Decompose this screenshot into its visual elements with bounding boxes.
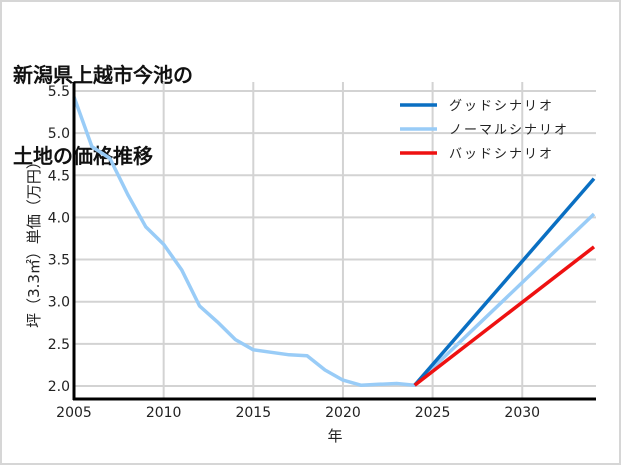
- legend-label: グッドシナリオ: [449, 99, 554, 114]
- legend-item: ノーマルシナリオ: [400, 123, 569, 138]
- x-tick-label: 2005: [56, 405, 92, 421]
- legend-item: バッドシナリオ: [400, 147, 554, 162]
- y-tick-label: 2.0: [48, 379, 70, 395]
- legend-label: ノーマルシナリオ: [449, 123, 569, 138]
- series-line: [72, 96, 596, 387]
- y-tick-label: 5.0: [48, 126, 70, 142]
- chart-title-line-2: 土地の価格推移: [13, 144, 153, 168]
- x-tick-label: 2025: [415, 405, 451, 421]
- y-tick-label: 3.0: [48, 295, 70, 311]
- x-tick-label: 2020: [325, 405, 361, 421]
- y-tick-label: 3.5: [48, 253, 70, 269]
- y-tick-label: 4.0: [48, 210, 70, 226]
- chart-title: 新潟県上越市今池の 土地の価格推移: [13, 8, 193, 197]
- y-axis-label: 坪（3.3㎡）単価（万円）: [25, 154, 43, 328]
- series-lines: [72, 96, 596, 387]
- axes: [72, 82, 596, 401]
- x-tick-label: 2015: [235, 405, 271, 421]
- series-line: [413, 245, 596, 387]
- x-axis-label: 年: [327, 427, 342, 445]
- y-tick-label: 2.5: [48, 337, 70, 353]
- legend-label: バッドシナリオ: [449, 147, 554, 162]
- x-tick-label: 2010: [146, 405, 182, 421]
- y-tick-label: 5.5: [48, 84, 70, 100]
- tick-labels: 2005 2010 2015 2020 2025 2030 2.0 2.5 3.0 3.5 4.0 4…: [48, 84, 540, 421]
- y-tick-label: 4.5: [48, 168, 70, 184]
- legend-item: グッドシナリオ: [400, 99, 554, 114]
- x-tick-label: 2030: [504, 405, 540, 421]
- series-line: [413, 177, 596, 387]
